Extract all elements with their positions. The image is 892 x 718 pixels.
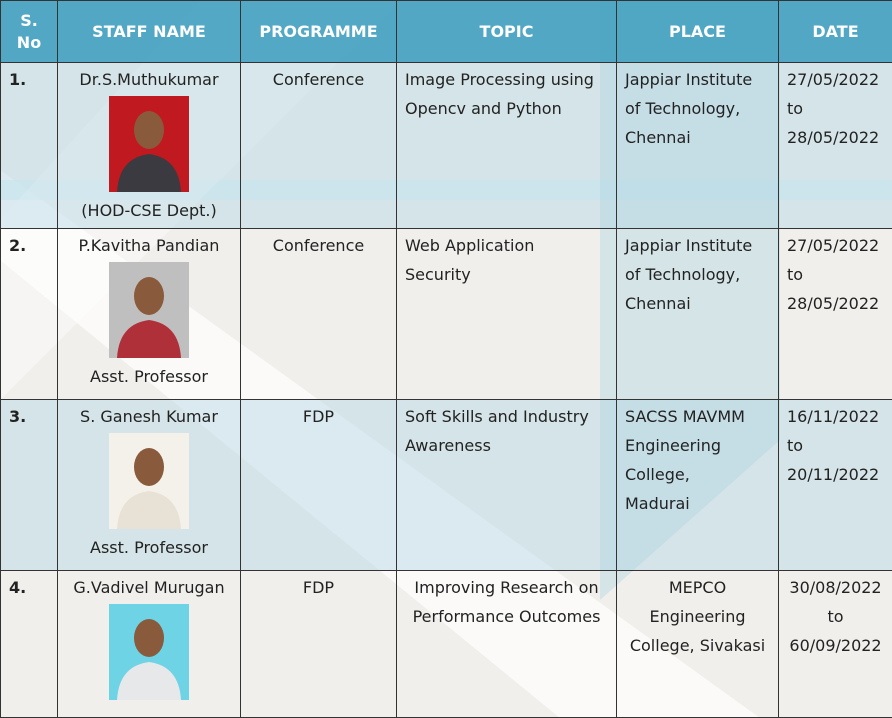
designation: Asst. Professor — [90, 367, 208, 386]
table-row: 4. G.Vadivel Murugan FDP Improving Research… — [0, 570, 892, 718]
place-line: Madurai — [625, 494, 690, 513]
designation: Asst. Professor — [90, 538, 208, 557]
topic-cell: Web Application Security — [396, 228, 617, 400]
place-cell: Jappiar Institute of Technology, Chennai — [616, 228, 779, 400]
header-cell: S. No — [0, 0, 58, 63]
date-cell: 30/08/2022 to 60/09/2022 — [778, 570, 892, 718]
place-cell: SACSS MAVMM Engineering College, Madurai — [616, 399, 779, 571]
table-row: 2. P.Kavitha Pandian Asst. Professor Confer… — [0, 228, 892, 400]
place-line: Engineering — [625, 436, 721, 455]
place-line: Jappiar Institute — [625, 236, 753, 255]
header-row: S. No STAFF NAME PROGRAMME TOPIC PLACE DATE — [0, 0, 892, 63]
place-line: Chennai — [625, 294, 691, 313]
date-line: 30/08/2022 — [789, 578, 882, 597]
staff-cell: G.Vadivel Murugan — [57, 570, 241, 718]
place-line: of Technology, — [625, 99, 741, 118]
date-line: 60/09/2022 — [789, 636, 882, 655]
header-cell: PLACE — [616, 0, 779, 63]
place-line: College, Sivakasi — [629, 636, 766, 655]
programme-cell: FDP — [240, 570, 397, 718]
designation: (HOD-CSE Dept.) — [81, 201, 217, 220]
topic-line: Image Processing using — [405, 70, 594, 89]
staff-name: Dr.S.Muthukumar — [79, 70, 219, 89]
staff-name: G.Vadivel Murugan — [73, 578, 225, 597]
place-cell: MEPCO Engineering College, Sivakasi — [616, 570, 779, 718]
header-cell: DATE — [778, 0, 892, 63]
staff-cell: P.Kavitha Pandian Asst. Professor — [57, 228, 241, 400]
serial-cell: 4. — [0, 570, 58, 718]
place-line: Jappiar Institute — [625, 70, 753, 89]
date-line: 28/05/2022 — [787, 294, 880, 313]
table-body: 1. Dr.S.Muthukumar (HOD-CSE Dept.) Conferen… — [0, 62, 892, 718]
topic-line: Awareness — [405, 436, 491, 455]
date-line: 16/11/2022 — [787, 407, 880, 426]
serial-cell: 3. — [0, 399, 58, 571]
table-row: 1. Dr.S.Muthukumar (HOD-CSE Dept.) Conferen… — [0, 62, 892, 229]
topic-cell: Soft Skills and Industry Awareness — [396, 399, 617, 571]
topic-line: Soft Skills and Industry — [405, 407, 589, 426]
date-cell: 16/11/2022 to 20/11/2022 — [778, 399, 892, 571]
programme-cell: Conference — [240, 228, 397, 400]
photo — [109, 604, 189, 700]
table-row: 3. S. Ganesh Kumar Asst. Professor FDP Soft … — [0, 399, 892, 571]
staff-cell: Dr.S.Muthukumar (HOD-CSE Dept.) — [57, 62, 241, 229]
date-line: to — [787, 99, 804, 118]
topic-line: Security — [405, 265, 471, 284]
place-line: Chennai — [625, 128, 691, 147]
header-cell: TOPIC — [396, 0, 617, 63]
staff-name: P.Kavitha Pandian — [78, 236, 220, 255]
staff-name: S. Ganesh Kumar — [80, 407, 218, 426]
header-cell: STAFF NAME — [57, 0, 241, 63]
topic-line: Performance Outcomes — [412, 607, 601, 626]
date-line: 27/05/2022 — [787, 236, 880, 255]
serial-cell: 1. — [0, 62, 58, 229]
date-line: to — [827, 607, 844, 626]
date-line: 20/11/2022 — [787, 465, 880, 484]
date-cell: 27/05/2022 to 28/05/2022 — [778, 228, 892, 400]
photo — [109, 433, 189, 529]
topic-line: Web Application — [405, 236, 535, 255]
date-line: 27/05/2022 — [787, 70, 880, 89]
topic-cell: Image Processing using Opencv and Python — [396, 62, 617, 229]
place-line: SACSS MAVMM — [625, 407, 745, 426]
photo — [109, 96, 189, 192]
place-line: of Technology, — [625, 265, 741, 284]
serial-cell: 2. — [0, 228, 58, 400]
topic-line: Opencv and Python — [405, 99, 562, 118]
place-line: MEPCO — [668, 578, 727, 597]
place-line: Engineering — [649, 607, 746, 626]
photo — [109, 262, 189, 358]
header-cell: PROGRAMME — [240, 0, 397, 63]
date-line: to — [787, 436, 804, 455]
place-line: College, — [625, 465, 690, 484]
place-cell: Jappiar Institute of Technology, Chennai — [616, 62, 779, 229]
programme-cell: FDP — [240, 399, 397, 571]
date-cell: 27/05/2022 to 28/05/2022 — [778, 62, 892, 229]
topic-cell: Improving Research on Performance Outcome… — [396, 570, 617, 718]
programme-cell: Conference — [240, 62, 397, 229]
topic-line: Improving Research on — [414, 578, 599, 597]
staff-cell: S. Ganesh Kumar Asst. Professor — [57, 399, 241, 571]
date-line: to — [787, 265, 804, 284]
date-line: 28/05/2022 — [787, 128, 880, 147]
